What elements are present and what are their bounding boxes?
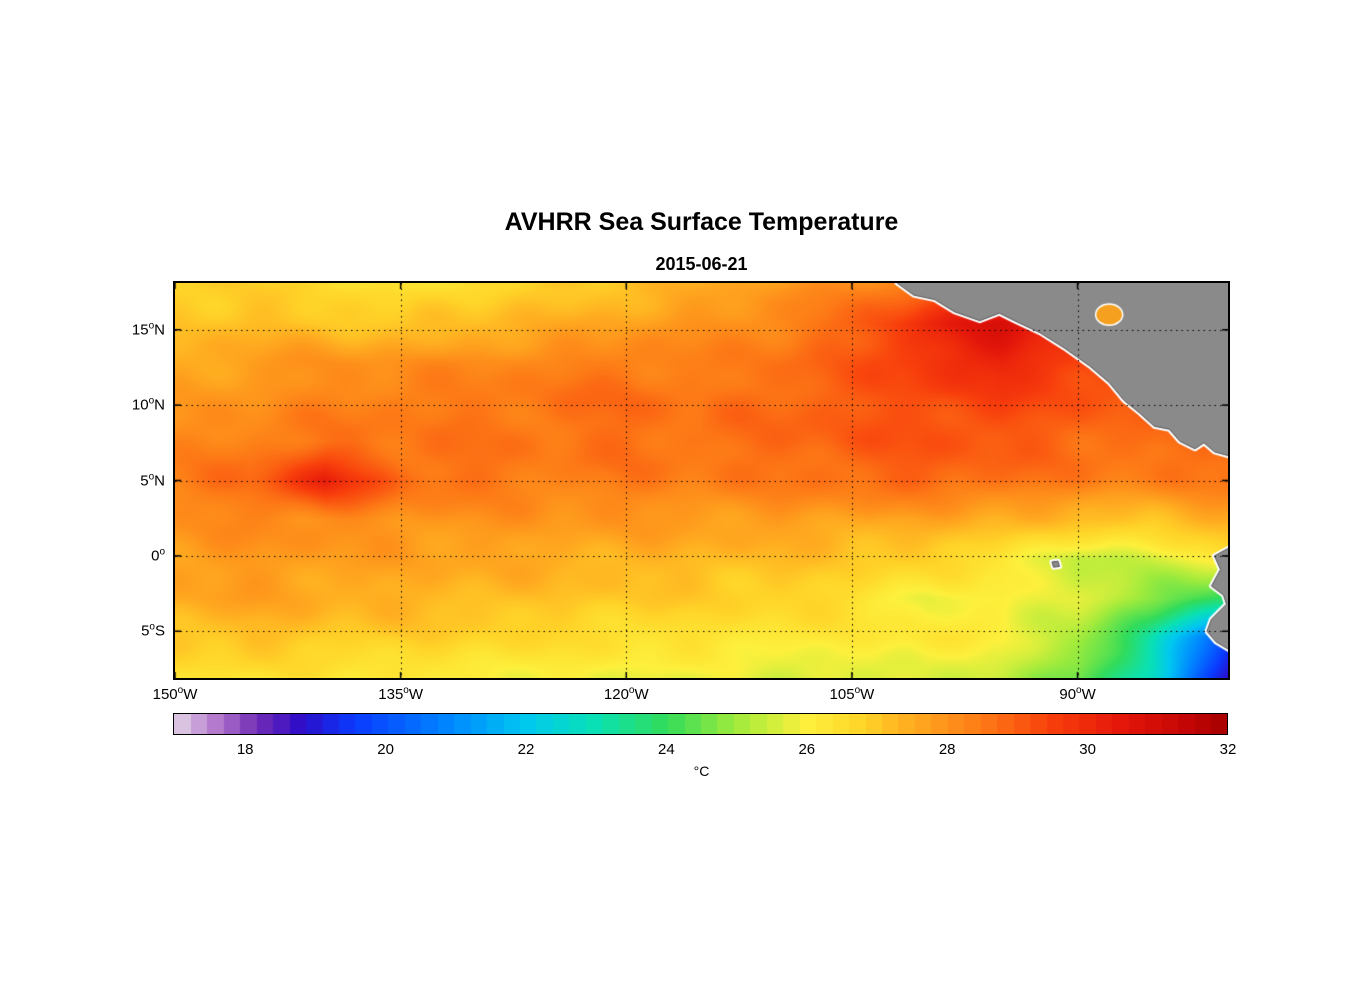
- y-tick-label-15N: 15oN: [131, 320, 165, 339]
- colorbar-tick-label-30: 30: [1079, 741, 1096, 758]
- colorbar-tick-label-24: 24: [658, 741, 675, 758]
- x-tick-label-105W: 105oW: [829, 685, 875, 704]
- y-tick-label-5S: 5oS: [141, 621, 165, 640]
- x-tick-label-150W: 150oW: [152, 685, 198, 704]
- x-tick-label-135W: 135oW: [378, 685, 424, 704]
- colorbar-canvas: [174, 714, 1227, 734]
- x-tick-label-90W: 90oW: [1059, 685, 1096, 704]
- y-tick-label-10N: 10oN: [131, 395, 165, 414]
- colorbar: [173, 713, 1228, 735]
- colorbar-unit-label: °C: [693, 763, 710, 779]
- y-tick-label-5N: 5oN: [140, 471, 165, 490]
- colorbar-tick-label-18: 18: [236, 741, 254, 758]
- y-tick-label-0: 0o: [151, 546, 165, 565]
- colorbar-tick-label-28: 28: [938, 741, 956, 758]
- chart-title: AVHRR Sea Surface Temperature: [504, 208, 899, 236]
- map-plot: [173, 281, 1230, 680]
- colorbar-tick-label-22: 22: [517, 741, 535, 758]
- colorbar-tick-label-20: 20: [377, 741, 394, 758]
- colorbar-tick-label-26: 26: [798, 741, 816, 758]
- chart-subtitle: 2015-06-21: [655, 254, 748, 274]
- colorbar-tick-label-32: 32: [1219, 741, 1237, 758]
- x-tick-label-120W: 120oW: [603, 685, 649, 704]
- sst-map-canvas: [175, 283, 1228, 678]
